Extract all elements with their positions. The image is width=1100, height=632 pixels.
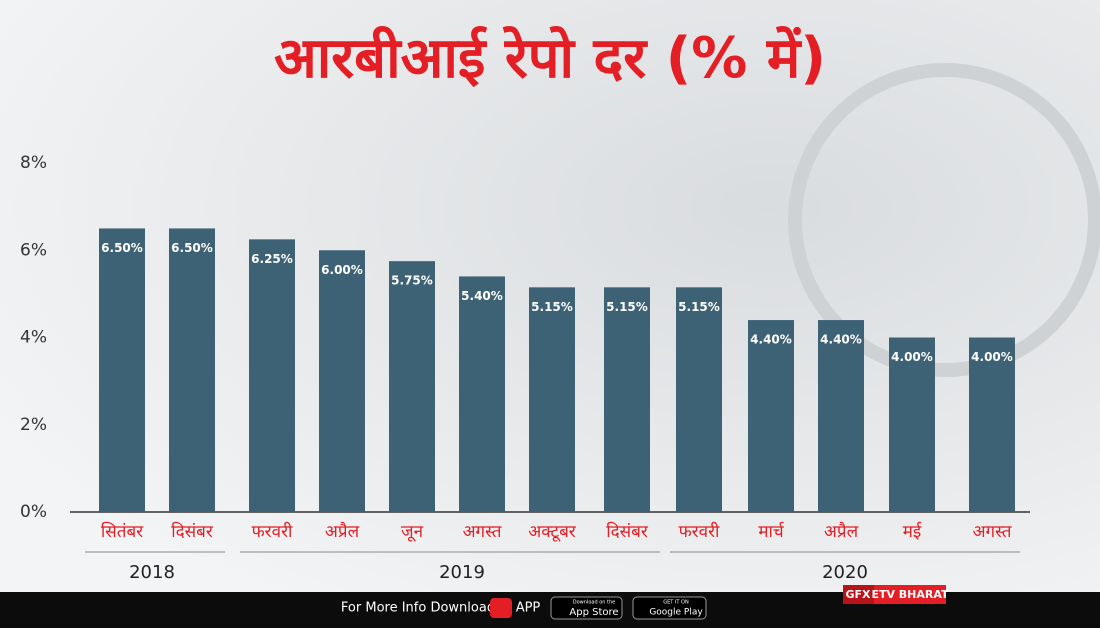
google-text: Google Play	[649, 608, 703, 618]
x-tick-label: फरवरी	[679, 521, 720, 542]
google-play-badge[interactable]	[632, 596, 707, 620]
y-tick-label: 4%	[20, 328, 47, 348]
value-label: 4.40%	[750, 333, 792, 347]
year-label: 2019	[439, 562, 485, 583]
bar	[889, 337, 935, 512]
value-label: 4.00%	[891, 350, 933, 364]
footer-text: For More Info Download	[341, 601, 495, 616]
y-tick-label: 8%	[20, 153, 47, 173]
y-tick-label: 0%	[20, 502, 47, 522]
app-store-small: Download on the	[573, 600, 615, 606]
value-label: 5.15%	[531, 300, 573, 314]
bar	[969, 337, 1015, 512]
app-store-text: App Store	[569, 607, 618, 618]
x-tick-label: फरवरी	[252, 521, 293, 542]
etv-logo	[490, 598, 512, 618]
bar	[748, 320, 794, 512]
x-tick-label: अक्टूबर	[528, 522, 577, 542]
bar	[459, 276, 505, 512]
bar	[249, 239, 295, 512]
y-tick-label: 6%	[20, 240, 47, 260]
watermark-seal	[788, 63, 1100, 377]
google-small: GET IT ON	[663, 600, 689, 606]
value-label: 5.40%	[461, 289, 503, 303]
bar	[169, 228, 215, 512]
x-tick-label: अगस्त	[463, 522, 502, 542]
gfx-text: GFX	[845, 588, 871, 601]
x-tick-label: मार्च	[758, 521, 785, 542]
x-tick-label: अप्रैल	[824, 521, 859, 542]
app-store-badge[interactable]	[550, 596, 623, 620]
gfx-box	[843, 585, 874, 604]
year-label: 2018	[129, 562, 175, 583]
chart-title: आरबीआई रेपो दर (% में)	[274, 25, 826, 91]
value-label: 4.40%	[820, 333, 862, 347]
bar	[529, 287, 575, 512]
value-label: 6.50%	[101, 241, 143, 255]
bar	[389, 261, 435, 512]
bar	[604, 287, 650, 512]
value-label: 6.00%	[321, 263, 363, 277]
x-tick-label: अगस्त	[973, 522, 1012, 542]
bar	[319, 250, 365, 512]
value-label: 5.15%	[678, 300, 720, 314]
bar	[676, 287, 722, 512]
value-label: 6.50%	[171, 241, 213, 255]
value-label: 6.25%	[251, 252, 293, 266]
x-tick-label: सितंबर	[101, 521, 144, 542]
x-tick-label: जून	[401, 522, 424, 542]
x-tick-label: दिसंबर	[171, 521, 214, 542]
y-tick-label: 2%	[20, 415, 47, 435]
x-tick-label: अप्रैल	[325, 521, 360, 542]
footer-app: APP	[516, 601, 541, 616]
brand-text: ETV BHARAT	[871, 588, 949, 601]
value-label: 4.00%	[971, 350, 1013, 364]
bar	[818, 320, 864, 512]
value-label: 5.15%	[606, 300, 648, 314]
x-tick-label: दिसंबर	[606, 521, 649, 542]
bar	[99, 228, 145, 512]
x-tick-label: मई	[903, 521, 923, 542]
value-label: 5.75%	[391, 274, 433, 288]
year-label: 2020	[822, 562, 868, 583]
